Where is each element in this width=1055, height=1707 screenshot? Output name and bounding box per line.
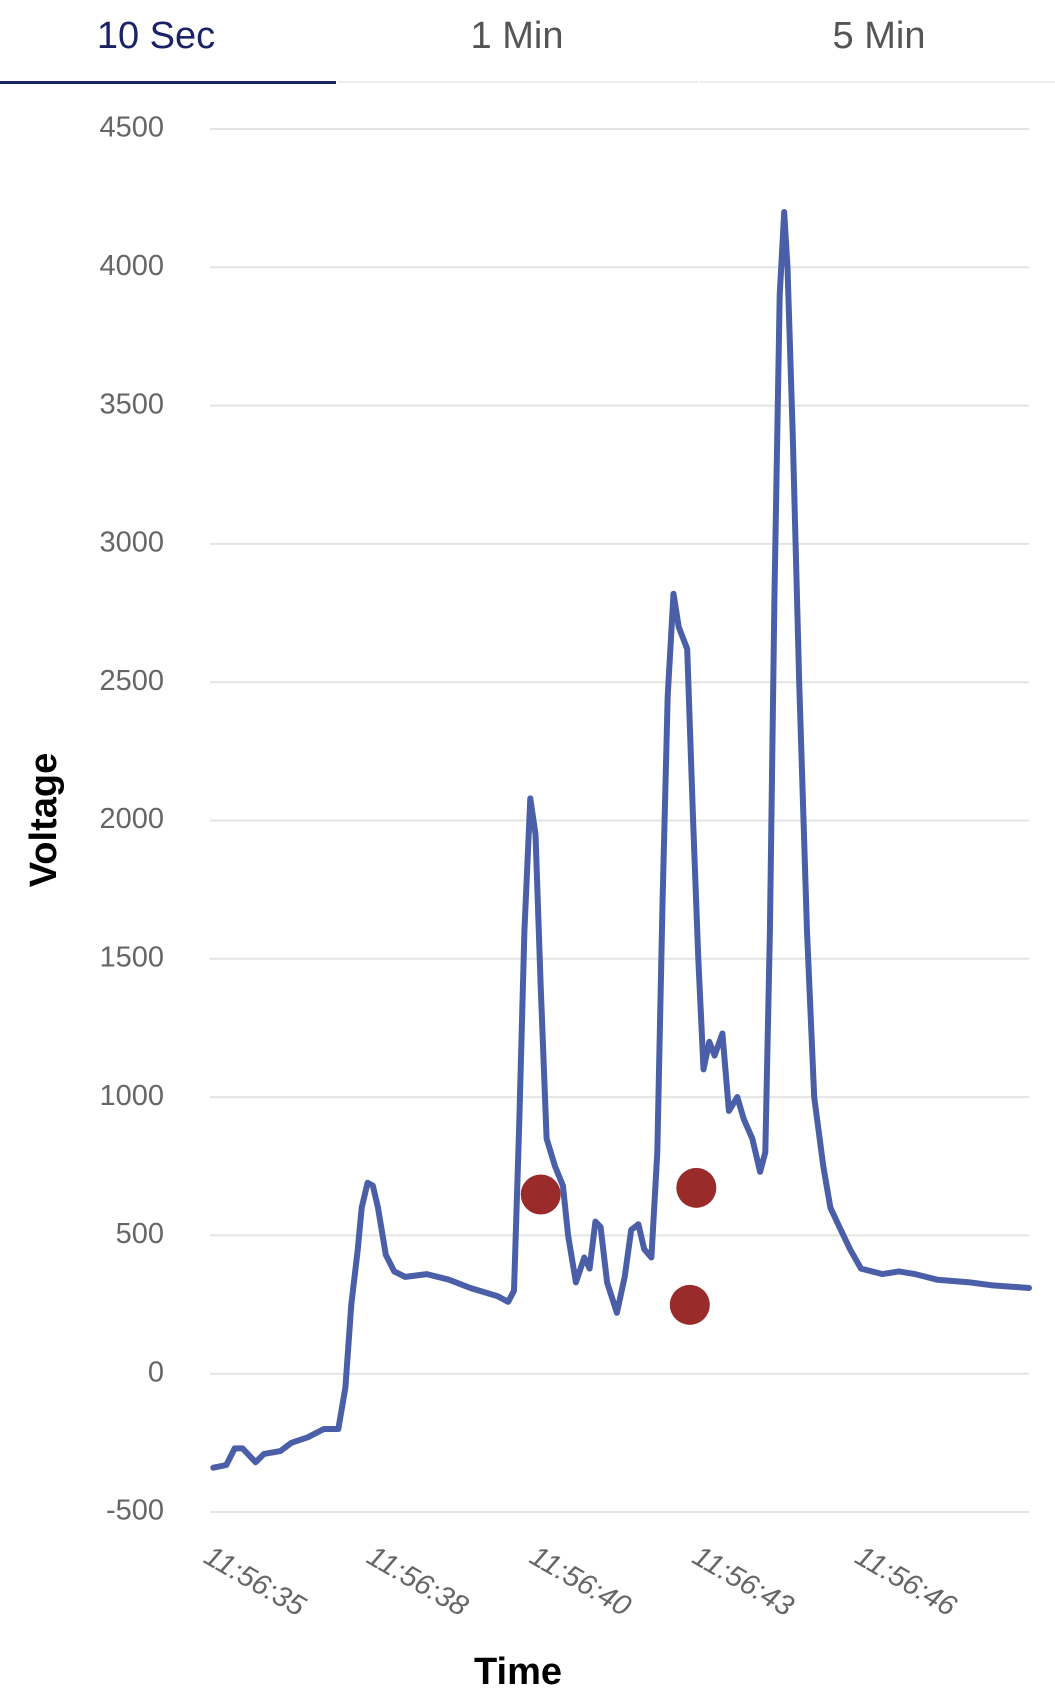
x-tick-label: 11:56:46 <box>850 1540 963 1624</box>
y-tick-label: 3500 <box>99 388 164 420</box>
marker <box>669 1284 710 1325</box>
line <box>210 209 1032 1471</box>
y-tick-label: 2500 <box>99 665 164 697</box>
tab[interactable]: 5 Min <box>833 15 926 57</box>
y-tick-label: -500 <box>106 1495 164 1527</box>
y-tick-label: 1000 <box>99 1080 164 1112</box>
y-axis-title: Voltage <box>23 753 65 887</box>
x-axis-title: Time <box>474 1651 562 1693</box>
x-tick-label: 11:56:43 <box>687 1540 799 1623</box>
tab-indicator <box>0 81 336 84</box>
y-tick-label: 4500 <box>99 112 164 144</box>
tab[interactable]: 10 Sec <box>97 15 215 57</box>
tab[interactable]: 1 Min <box>471 15 564 57</box>
y-tick-label: 3000 <box>99 527 164 559</box>
y-tick-label: 2000 <box>99 803 164 835</box>
y-tick-label: 500 <box>116 1218 164 1250</box>
y-tick-label: 4000 <box>99 250 164 282</box>
x-tick-label: 11:56:38 <box>361 1540 473 1623</box>
x-tick-label: 11:56:35 <box>199 1540 312 1624</box>
y-tick-label: 0 <box>148 1356 164 1388</box>
marker <box>520 1174 561 1215</box>
tab-divider <box>700 81 1055 83</box>
y-tick-label: 1500 <box>99 941 164 973</box>
x-tick-label: 11:56:40 <box>524 1540 636 1623</box>
tab-divider <box>338 81 698 83</box>
marker <box>676 1167 717 1208</box>
